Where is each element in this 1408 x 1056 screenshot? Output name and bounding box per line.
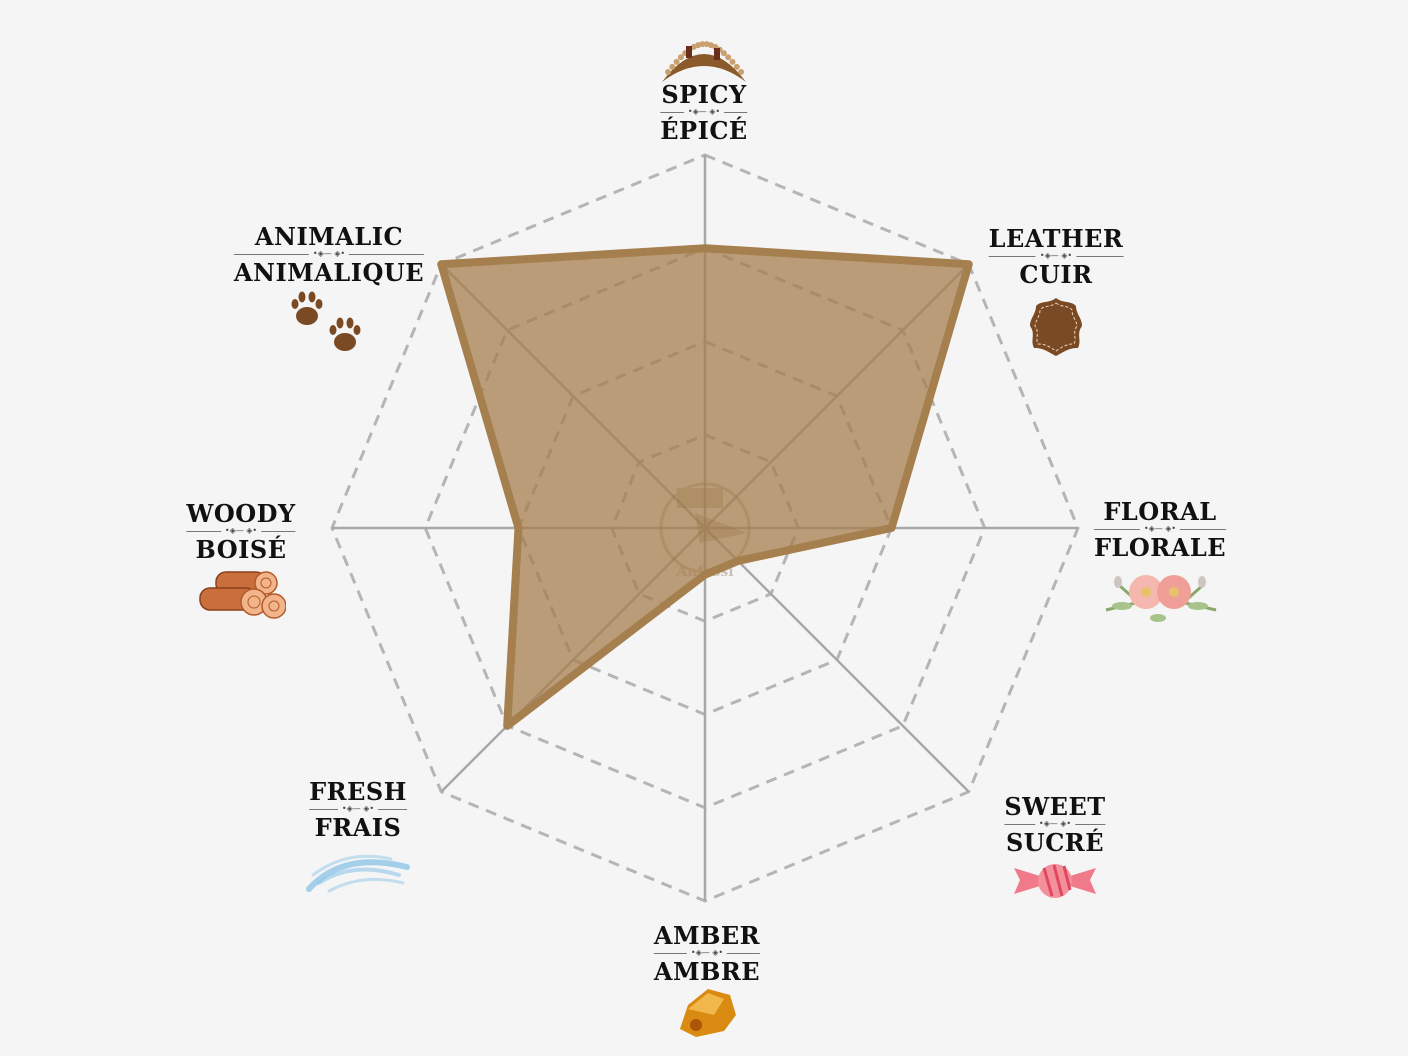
axis-label-french: FLORALE xyxy=(1093,533,1227,562)
axis-label-english: SPICY xyxy=(661,80,747,109)
axis-label-english: AMBER xyxy=(653,921,761,950)
ornamental-divider: •◈— ◈• xyxy=(186,527,296,535)
axis-label-english: SWEET xyxy=(1004,792,1106,821)
axis-spoke xyxy=(704,527,970,793)
axis-label-french: ÉPICÉ xyxy=(660,116,748,145)
axis-label-english: FRESH xyxy=(309,777,407,806)
axis-label-floral: FLORAL •◈— ◈• FLORALE xyxy=(1093,497,1227,563)
axis-label-english: ANIMALIC xyxy=(254,222,404,251)
ornamental-divider: •◈— ◈• xyxy=(660,108,749,116)
candy-icon xyxy=(1010,862,1100,902)
leather-hide-icon xyxy=(1024,294,1088,362)
axis-label-english: LEATHER xyxy=(988,224,1124,253)
axis-label-french: AMBRE xyxy=(653,957,761,986)
axis-label-french: FRAIS xyxy=(314,813,402,842)
axis-label-french: SUCRÉ xyxy=(1005,828,1105,857)
axis-label-fresh: FRESH •◈— ◈• FRAIS xyxy=(309,777,407,843)
ornamental-divider: •◈— ◈• xyxy=(1093,525,1227,533)
amber-stone-icon xyxy=(674,985,740,1043)
flowers-icon xyxy=(1098,562,1222,630)
data-series-polygon xyxy=(437,244,973,730)
axis-label-french: CUIR xyxy=(1019,260,1093,289)
ornamental-divider: •◈— ◈• xyxy=(309,805,407,813)
wind-icon xyxy=(303,845,413,901)
axis-label-amber: AMBER •◈— ◈• AMBRE xyxy=(653,921,761,987)
spices-icon xyxy=(656,32,752,92)
ornamental-divider: •◈— ◈• xyxy=(233,250,425,258)
axis-label-english: WOODY xyxy=(186,499,296,528)
axis-label-french: BOISÉ xyxy=(195,535,287,564)
axis-label-leather: LEATHER •◈— ◈• CUIR xyxy=(988,224,1124,290)
ornamental-divider: •◈— ◈• xyxy=(653,949,761,957)
paw-prints-icon xyxy=(289,290,369,358)
axis-label-english: FLORAL xyxy=(1103,497,1217,526)
logs-icon xyxy=(196,566,287,626)
axis-label-animalic: ANIMALIC •◈— ◈• ANIMALIQUE xyxy=(233,222,425,288)
ornamental-divider: •◈— ◈• xyxy=(988,252,1124,260)
axis-label-sweet: SWEET •◈— ◈• SUCRÉ xyxy=(1004,792,1106,858)
axis-label-french: ANIMALIQUE xyxy=(233,258,425,287)
axis-label-woody: WOODY •◈— ◈• BOISÉ xyxy=(186,499,296,565)
ornamental-divider: •◈— ◈• xyxy=(1004,820,1106,828)
axis-label-spicy: SPICY •◈— ◈• ÉPICÉ xyxy=(660,80,749,146)
